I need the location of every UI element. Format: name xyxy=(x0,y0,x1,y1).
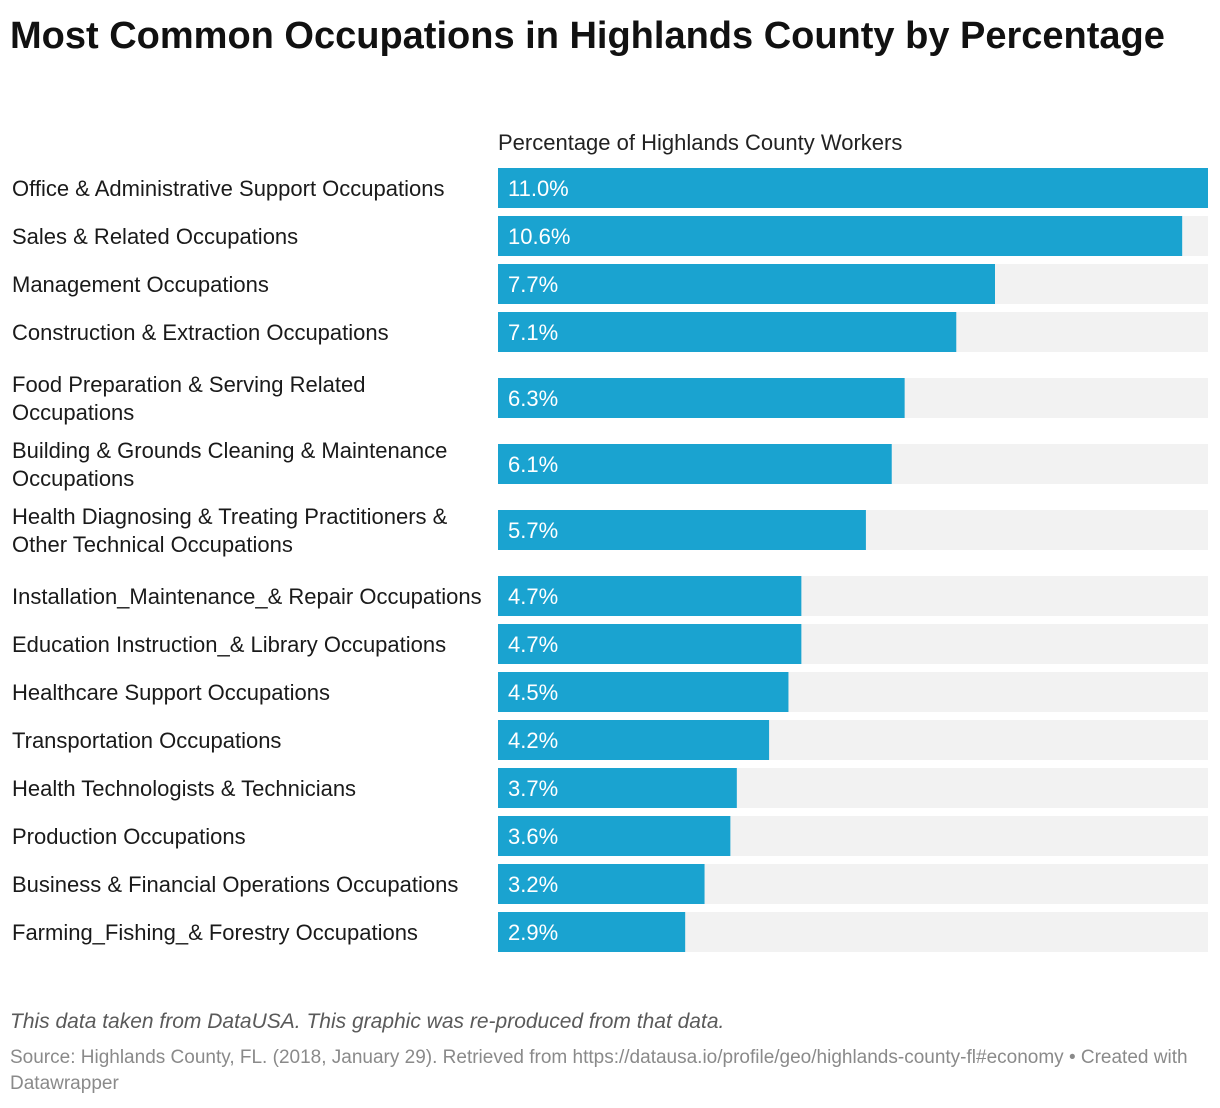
bar xyxy=(498,672,789,712)
bar xyxy=(498,216,1183,256)
column-header: Percentage of Highlands County Workers xyxy=(498,130,903,155)
bar xyxy=(498,444,892,484)
category-label: Production Occupations xyxy=(12,824,246,849)
category-label: Construction & Extraction Occupations xyxy=(12,320,389,345)
bar-row: 4.2% Transportation Occupations xyxy=(12,720,1208,760)
bar xyxy=(498,168,1208,208)
bar xyxy=(498,624,802,664)
category-label: Building & Grounds Cleaning & Maintenanc… xyxy=(12,438,447,491)
bar-row: 6.1% Building & Grounds Cleaning & Mainte… xyxy=(12,438,1208,491)
category-label: Education Instruction_& Library Occupati… xyxy=(12,632,446,657)
bar xyxy=(498,912,686,952)
bar-value-label: 5.7% xyxy=(508,518,558,543)
bar xyxy=(498,768,737,808)
chart-source: Source: Highlands County, FL. (2018, Jan… xyxy=(10,1047,1188,1094)
bar-value-label: 2.9% xyxy=(508,920,558,945)
bar xyxy=(498,264,995,304)
bar xyxy=(498,378,905,418)
bar xyxy=(498,576,802,616)
bar-value-label: 7.1% xyxy=(508,320,558,345)
category-label: Health Diagnosing & Treating Practitione… xyxy=(12,504,448,557)
bar-value-label: 4.7% xyxy=(508,584,558,609)
bar-value-label: 11.0% xyxy=(508,176,569,201)
bar-chart: 11.0% Office & Administrative Support Occ… xyxy=(12,168,1208,952)
bar-row: 4.7% Installation_Maintenance_& Repair Oc… xyxy=(12,576,1208,616)
bar-value-label: 3.7% xyxy=(508,776,558,801)
bar xyxy=(498,864,705,904)
bar-row: 2.9% Farming_Fishing_& Forestry Occupatio… xyxy=(12,912,1208,952)
chart-notes: This data taken from DataUSA. This graph… xyxy=(10,1010,725,1033)
bar-row: 5.7% Health Diagnosing & Treating Practit… xyxy=(12,504,1208,557)
bar-row: 3.7% Health Technologists & Technicians xyxy=(12,768,1208,808)
bar-row: 10.6% Sales & Related Occupations xyxy=(12,216,1208,256)
bar-row: 3.2% Business & Financial Operations Occu… xyxy=(12,864,1208,904)
chart-title: Most Common Occupations in Highlands Cou… xyxy=(10,15,1165,57)
bar-row: 7.1% Construction & Extraction Occupation… xyxy=(12,312,1208,352)
category-label: Installation_Maintenance_& Repair Occupa… xyxy=(12,584,482,609)
bar-value-label: 6.1% xyxy=(508,452,558,477)
category-label: Healthcare Support Occupations xyxy=(12,680,330,705)
category-label: Farming_Fishing_& Forestry Occupations xyxy=(12,920,418,945)
category-label: Office & Administrative Support Occupati… xyxy=(12,176,444,201)
bar-value-label: 3.6% xyxy=(508,824,558,849)
bar-row: 11.0% Office & Administrative Support Occ… xyxy=(12,168,1208,208)
bar-value-label: 4.5% xyxy=(508,680,558,705)
bar xyxy=(498,510,866,550)
category-label: Food Preparation & Serving Related Occupa… xyxy=(12,372,365,425)
bar xyxy=(498,720,770,760)
bar-row: 4.7% Education Instruction_& Library Occu… xyxy=(12,624,1208,664)
bar-value-label: 4.2% xyxy=(508,728,558,753)
bar-value-label: 7.7% xyxy=(508,272,558,297)
bar-value-label: 4.7% xyxy=(508,632,558,657)
bar-row: 7.7% Management Occupations xyxy=(12,264,1208,304)
bar-row: 3.6% Production Occupations xyxy=(12,816,1208,856)
category-label: Management Occupations xyxy=(12,272,269,297)
bar xyxy=(498,312,957,352)
bar-row: 4.5% Healthcare Support Occupations xyxy=(12,672,1208,712)
category-label: Sales & Related Occupations xyxy=(12,224,298,249)
bar-value-label: 6.3% xyxy=(508,386,558,411)
bar xyxy=(498,816,731,856)
category-label: Health Technologists & Technicians xyxy=(12,776,356,801)
category-label: Transportation Occupations xyxy=(12,728,281,753)
bar-row: 6.3% Food Preparation & Serving Related Oc… xyxy=(12,372,1208,425)
category-label: Business & Financial Operations Occupati… xyxy=(12,872,458,897)
bar-value-label: 3.2% xyxy=(508,872,558,897)
bar-value-label: 10.6% xyxy=(508,224,570,249)
